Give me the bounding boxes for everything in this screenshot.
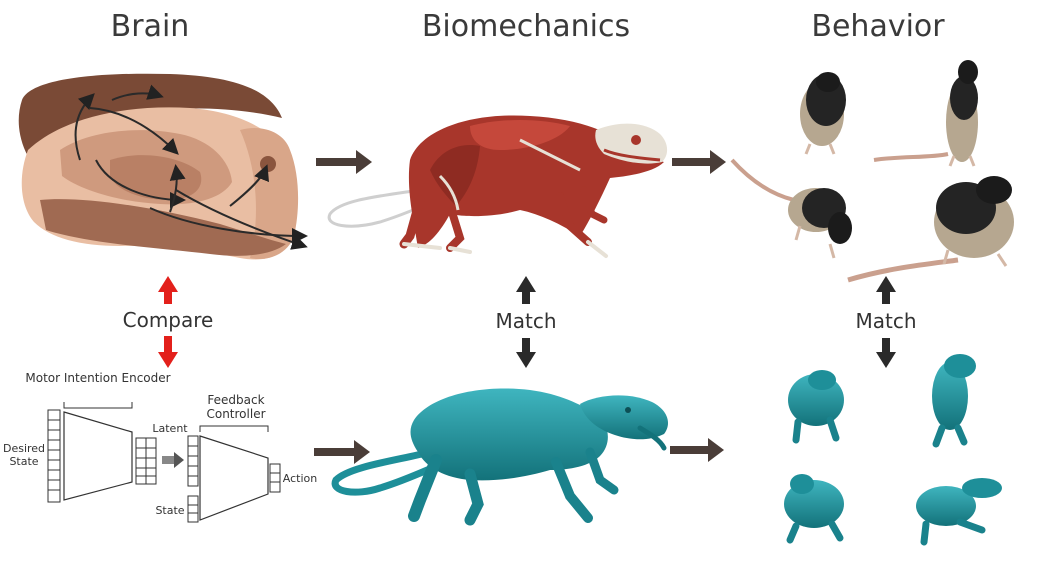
virtual-rat-model bbox=[331, 388, 668, 526]
encoder-label: Motor Intention Encoder bbox=[25, 371, 170, 385]
flow-arrow-brain-to-biomechanics bbox=[316, 150, 372, 174]
controller-label: Feedback Controller bbox=[206, 393, 265, 421]
controller-latent-input bbox=[187, 435, 199, 487]
match-label-right: Match bbox=[855, 309, 916, 333]
desired-state-vector bbox=[47, 409, 61, 503]
desired-state-label: Desired State bbox=[3, 442, 45, 468]
flow-arrow-biomechanics-to-behavior bbox=[672, 150, 726, 174]
simulated-behavior-rats bbox=[784, 354, 1002, 546]
latent-label: Latent bbox=[152, 422, 188, 435]
title-behavior: Behavior bbox=[811, 9, 945, 44]
flow-arrow-model-to-simulated-behavior bbox=[670, 438, 724, 462]
rat-musculoskeletal-model bbox=[327, 115, 668, 258]
match-arrow-right bbox=[876, 276, 896, 368]
compare-arrow-down bbox=[158, 336, 178, 368]
compare-label: Compare bbox=[123, 308, 214, 332]
rat-brain-illustration bbox=[18, 73, 308, 260]
compare-arrow-up bbox=[158, 276, 178, 304]
latent-grid bbox=[135, 437, 157, 485]
controller-trapezoid bbox=[199, 435, 269, 521]
action-label: Action bbox=[283, 472, 317, 485]
encoder-trapezoid bbox=[63, 411, 133, 501]
title-biomechanics: Biomechanics bbox=[422, 9, 630, 44]
match-label-center: Match bbox=[495, 309, 556, 333]
state-vector bbox=[187, 495, 199, 523]
behavior-real-rats bbox=[730, 60, 1014, 283]
state-label: State bbox=[155, 504, 184, 517]
flow-arrow-network-to-model bbox=[314, 440, 370, 464]
latent-arrow bbox=[162, 452, 184, 468]
title-brain: Brain bbox=[111, 9, 190, 44]
action-vector bbox=[269, 463, 281, 493]
network-diagram: Motor Intention Encoder Feedback Controll… bbox=[3, 371, 317, 523]
match-arrow-center bbox=[516, 276, 536, 368]
